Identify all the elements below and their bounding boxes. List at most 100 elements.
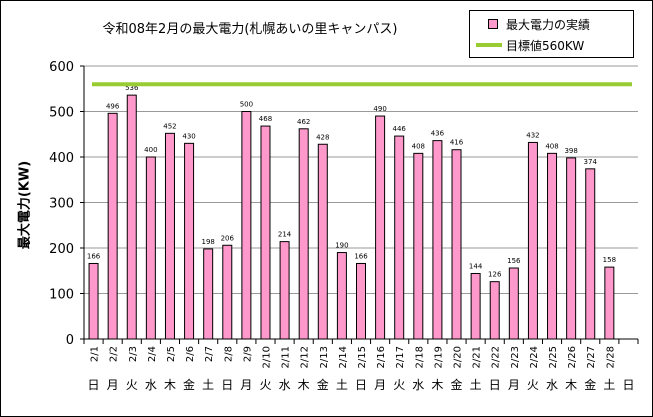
x-tick-label: 2/16 bbox=[376, 346, 387, 368]
bar-value-label: 166 bbox=[354, 252, 368, 260]
weekday-label: 金 bbox=[317, 377, 329, 392]
bar-value-label: 158 bbox=[603, 256, 616, 264]
legend: 最大電力の実績 目標値560KW bbox=[469, 10, 634, 58]
bar-value-label: 166 bbox=[87, 252, 101, 260]
bar-value-label: 462 bbox=[297, 118, 310, 126]
bar bbox=[184, 142, 195, 340]
bar bbox=[508, 267, 519, 340]
legend-item-target: 目標値560KW bbox=[476, 36, 584, 54]
bar-value-label: 398 bbox=[564, 147, 577, 155]
bar bbox=[470, 272, 481, 340]
bar bbox=[394, 135, 405, 340]
legend-bar-swatch bbox=[488, 19, 498, 29]
bar bbox=[298, 128, 309, 340]
bar-value-label: 190 bbox=[335, 242, 348, 250]
x-tick-label: 2/12 bbox=[300, 346, 311, 368]
bar bbox=[336, 252, 347, 340]
weekday-label: 月 bbox=[374, 378, 386, 392]
weekday-label: 日 bbox=[355, 378, 367, 392]
bar bbox=[107, 112, 118, 340]
bar bbox=[356, 262, 366, 340]
bar bbox=[585, 168, 596, 340]
x-tick-label: 2/10 bbox=[261, 346, 272, 368]
x-tick-label: 2/7 bbox=[204, 346, 215, 362]
bar bbox=[241, 111, 252, 340]
weekday-label: 火 bbox=[259, 378, 271, 392]
bar-value-label: 198 bbox=[201, 238, 214, 246]
x-tick-label: 2/26 bbox=[567, 346, 578, 368]
bar-value-label: 144 bbox=[469, 262, 483, 270]
bar-value-label: 416 bbox=[450, 139, 464, 147]
bar bbox=[317, 143, 328, 340]
weekday-label: 土 bbox=[336, 378, 348, 392]
bar bbox=[413, 152, 424, 340]
bar-value-label: 400 bbox=[144, 146, 157, 154]
bar-value-label: 468 bbox=[259, 115, 272, 123]
bar-value-label: 536 bbox=[125, 84, 139, 92]
bar-value-label: 496 bbox=[106, 102, 120, 110]
weekday-label: 月 bbox=[240, 378, 252, 392]
bar-value-label: 452 bbox=[163, 122, 176, 130]
x-tick-label: 2/25 bbox=[548, 346, 559, 368]
weekday-label: 木 bbox=[431, 378, 443, 392]
y-tick-label: 100 bbox=[49, 288, 74, 303]
bar bbox=[375, 115, 386, 340]
bar bbox=[604, 266, 615, 340]
bar bbox=[279, 241, 290, 340]
bar-value-label: 408 bbox=[412, 142, 425, 150]
bar-value-label: 374 bbox=[584, 158, 598, 166]
x-tick-label: 2/14 bbox=[338, 346, 349, 368]
x-tick-label: 2/11 bbox=[281, 346, 292, 368]
weekday-label: 水 bbox=[279, 378, 291, 392]
x-tick-label: 2/17 bbox=[395, 346, 406, 368]
x-tick-label: 2/23 bbox=[510, 346, 521, 368]
x-tick-label: 2/2 bbox=[109, 346, 120, 362]
y-tick-label: 0 bbox=[66, 333, 74, 348]
x-tick-label: 2/4 bbox=[147, 346, 158, 362]
legend-label-target: 目標値560KW bbox=[506, 38, 585, 53]
bar-value-label: 408 bbox=[545, 142, 558, 150]
bar-value-label: 214 bbox=[278, 231, 292, 239]
weekday-label: 火 bbox=[393, 378, 405, 392]
bar bbox=[222, 244, 233, 340]
legend-item-actual: 最大電力の実績 bbox=[476, 15, 590, 33]
y-tick-label: 500 bbox=[49, 106, 74, 121]
weekday-label: 金 bbox=[451, 377, 463, 392]
x-tick-label: 2/5 bbox=[166, 346, 177, 362]
weekday-label: 木 bbox=[565, 378, 577, 392]
x-tick-label: 2/21 bbox=[472, 346, 483, 368]
weekday-label: 日 bbox=[622, 378, 634, 392]
x-tick-label: 2/9 bbox=[242, 346, 253, 362]
bar bbox=[451, 149, 462, 340]
legend-label-actual: 最大電力の実績 bbox=[506, 17, 591, 32]
bar-value-label: 432 bbox=[526, 131, 539, 139]
x-tick-label: 2/28 bbox=[605, 346, 616, 368]
bar-value-label: 428 bbox=[316, 133, 329, 141]
bar bbox=[88, 262, 99, 340]
x-tick-label: 2/27 bbox=[586, 346, 597, 368]
x-tick-label: 2/15 bbox=[357, 346, 368, 368]
weekday-label: 水 bbox=[546, 378, 558, 392]
weekday-label: 金 bbox=[584, 377, 596, 392]
bar bbox=[260, 125, 271, 340]
x-tick-label: 2/1 bbox=[90, 346, 101, 362]
bar bbox=[126, 94, 137, 340]
bar bbox=[203, 248, 214, 340]
weekday-label: 金 bbox=[183, 377, 195, 392]
weekday-label: 土 bbox=[603, 378, 615, 392]
y-tick-label: 400 bbox=[49, 151, 74, 166]
weekday-label: 火 bbox=[527, 378, 539, 392]
x-tick-label: 2/24 bbox=[529, 346, 540, 368]
x-tick-label: 2/8 bbox=[223, 346, 234, 362]
x-tick-label: 2/22 bbox=[491, 346, 502, 368]
bar-value-label: 446 bbox=[393, 125, 407, 133]
y-tick-label: 200 bbox=[49, 242, 74, 257]
bar bbox=[566, 157, 577, 340]
y-tick-label: 300 bbox=[49, 197, 74, 212]
chart-title: 令和08年2月の最大電力(札幌あいの里キャンパス) bbox=[102, 22, 398, 37]
weekday-label: 水 bbox=[145, 378, 157, 392]
weekday-label: 月 bbox=[107, 378, 119, 392]
weekday-label: 日 bbox=[88, 378, 100, 392]
y-tick-label: 600 bbox=[49, 60, 74, 75]
